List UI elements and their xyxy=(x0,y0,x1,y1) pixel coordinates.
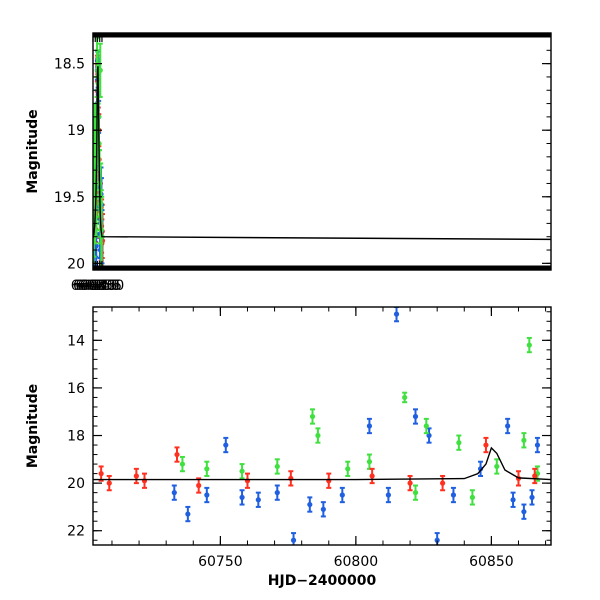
data-point xyxy=(239,494,245,500)
data-point xyxy=(477,466,484,472)
x-tick-label: 60850 xyxy=(75,278,120,294)
series-2 xyxy=(98,436,538,494)
data-point xyxy=(426,432,432,439)
y-axis-label: Magnitude xyxy=(25,384,41,468)
data-point xyxy=(307,501,313,508)
data-point xyxy=(223,442,229,448)
model-curve xyxy=(93,66,551,241)
data-point xyxy=(505,423,511,429)
data-point xyxy=(179,461,186,467)
data-point xyxy=(196,482,202,489)
plot-area xyxy=(93,307,551,545)
y-tick-label: 14 xyxy=(67,333,85,349)
x-axis-label: HJD−2400000 xyxy=(268,573,377,589)
data-point xyxy=(407,480,413,486)
data-point xyxy=(385,492,391,498)
data-point xyxy=(255,497,261,503)
y-axis-label: Magnitude xyxy=(25,109,41,193)
data-point xyxy=(133,473,139,479)
data-point xyxy=(529,494,535,500)
x-tick-label: 60855 xyxy=(77,278,122,294)
data-point xyxy=(315,432,321,439)
data-point xyxy=(320,506,326,512)
data-point xyxy=(366,459,373,465)
data-point xyxy=(393,311,400,317)
x-tick-label: 60845 xyxy=(73,278,118,294)
x-tick-label: 60800 xyxy=(334,554,379,570)
y-tick-label: 20 xyxy=(67,256,85,272)
data-point xyxy=(494,463,500,470)
data-point xyxy=(412,490,419,496)
data-point xyxy=(171,490,177,496)
data-point xyxy=(204,492,210,498)
y-tick-label: 18.5 xyxy=(54,57,85,73)
data-point xyxy=(526,342,532,348)
data-point xyxy=(339,492,345,498)
data-point xyxy=(521,509,527,515)
bottom-panel-full-light-curve: 60750 60800 60850 14 16 18 20 22 Magnitude HJD−24… xyxy=(25,306,552,589)
data-point xyxy=(274,463,280,470)
y-tick-label: 20 xyxy=(67,476,85,492)
data-point xyxy=(434,537,440,543)
y-tick-label: 19.5 xyxy=(54,190,85,206)
data-point xyxy=(450,492,457,498)
data-point xyxy=(456,440,462,446)
x-tick-label: 60840 xyxy=(71,278,116,294)
data-point xyxy=(521,437,527,443)
data-point xyxy=(534,442,541,448)
data-point xyxy=(423,423,429,429)
model-curve xyxy=(93,446,551,481)
data-point xyxy=(469,494,476,500)
data-point xyxy=(510,497,516,503)
x-tick-label: 60750 xyxy=(198,554,243,570)
data-point xyxy=(185,511,191,517)
data-point xyxy=(174,451,180,458)
y-tick-label: 19 xyxy=(67,123,85,139)
data-point xyxy=(532,473,538,479)
data-point xyxy=(290,537,297,543)
y-tick-label: 18 xyxy=(67,429,85,445)
data-point xyxy=(239,468,245,474)
data-point xyxy=(345,466,351,472)
data-point xyxy=(439,480,446,486)
data-point xyxy=(309,413,316,420)
data-point xyxy=(402,394,408,401)
data-point xyxy=(412,413,419,420)
y-tick-label: 16 xyxy=(67,381,85,397)
y-tick-label: 22 xyxy=(67,524,85,540)
data-point xyxy=(366,423,373,429)
data-point xyxy=(369,473,375,479)
data-point xyxy=(483,442,489,448)
data-point xyxy=(204,466,210,472)
series-1 xyxy=(179,336,541,506)
series-0 xyxy=(171,307,541,545)
data-point xyxy=(106,480,112,486)
data-point xyxy=(98,471,104,477)
data-point xyxy=(97,67,103,73)
x-tick-label: 60860 xyxy=(80,278,125,294)
data-point xyxy=(274,490,280,496)
x-tick-label: 60850 xyxy=(469,554,514,570)
